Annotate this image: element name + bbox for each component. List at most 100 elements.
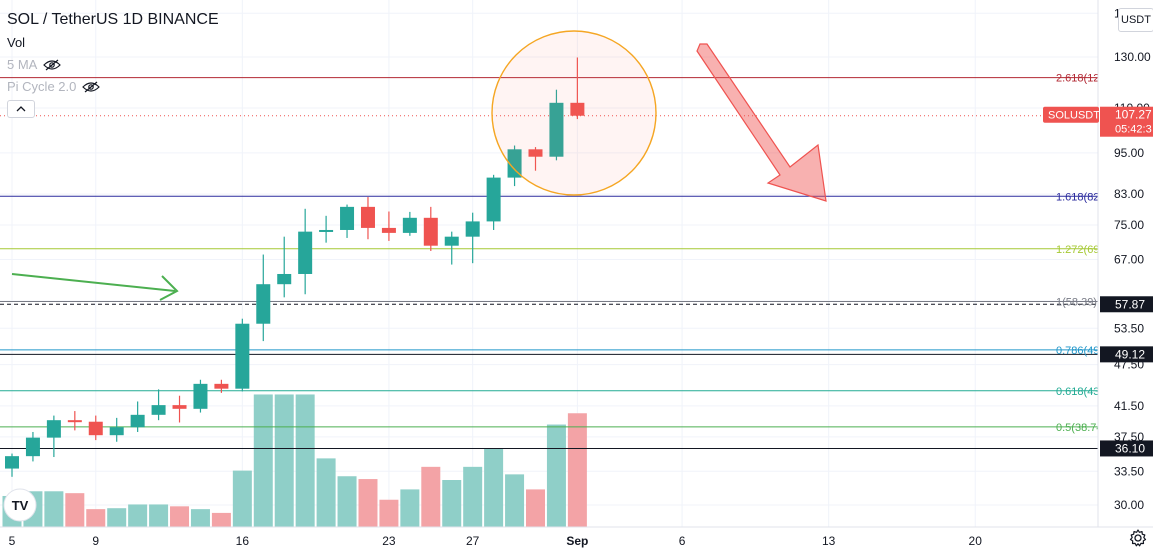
volume-bar <box>463 466 483 527</box>
candle-body <box>298 231 313 274</box>
collapse-legend-button[interactable] <box>7 100 35 118</box>
price-tick-label: 83.00 <box>1114 187 1144 201</box>
candle-body <box>549 102 564 157</box>
candle-body <box>465 221 480 237</box>
candlesticks <box>5 57 585 477</box>
price-tick-label: 33.50 <box>1114 464 1144 478</box>
symbol-tag <box>1043 106 1099 123</box>
volume-bar <box>232 470 252 527</box>
candle-body <box>319 229 334 232</box>
candle-body <box>486 177 501 222</box>
countdown-value: 05:42:3 <box>1115 124 1152 136</box>
price-tag <box>1100 346 1153 363</box>
fib-label: 1(58.39) <box>1056 297 1097 309</box>
volume-bar <box>295 394 315 527</box>
tradingview-logo-icon[interactable]: TV <box>3 488 37 522</box>
price-tick-label: 53.50 <box>1114 321 1144 335</box>
time-tick-label: 13 <box>822 534 836 548</box>
ma-legend[interactable]: 5 MA <box>7 54 219 76</box>
symbol-title[interactable]: SOL / TetherUS 1D BINANCE <box>7 11 219 28</box>
ma-label: 5 MA <box>7 57 38 72</box>
fib-label: 1.618(82 <box>1056 191 1099 203</box>
volume-bar <box>107 508 127 527</box>
vol-legend[interactable]: Vol <box>7 32 219 54</box>
volume-bar <box>253 394 273 527</box>
candle-body <box>528 149 543 157</box>
volume-bar <box>65 493 85 527</box>
volume-bar <box>316 458 336 527</box>
price-axis[interactable]: 150.00130.00110.0095.0083.0075.0067.0058… <box>1097 0 1153 527</box>
svg-text:TV: TV <box>12 498 29 513</box>
price-tick-label: 41.50 <box>1114 399 1144 413</box>
price-tag <box>1100 440 1153 457</box>
time-axis[interactable]: 5 9 16 23 27 Sep 6 13 20 <box>0 526 1153 556</box>
fib-labels: 2.618(12 1.618(82 1.272(69 1(58.39) 0.786(49… <box>1056 73 1102 434</box>
volume-bar <box>442 480 462 527</box>
volume-bar <box>546 424 566 527</box>
volume-bar <box>337 476 357 527</box>
vol-label: Vol <box>7 35 26 50</box>
time-tick-label: 6 <box>679 534 686 548</box>
candle-body <box>402 217 417 233</box>
volume-bar <box>170 506 190 527</box>
current-price-value: 107.27 <box>1115 108 1152 122</box>
fib-label: 0.786(49 <box>1056 345 1099 357</box>
time-axis-bg <box>0 527 1153 556</box>
highlight-circle[interactable] <box>491 30 657 196</box>
candle-body <box>235 323 250 389</box>
volume-bar <box>128 504 148 527</box>
time-tick-label: 9 <box>92 534 99 548</box>
time-tick-label: 23 <box>382 534 396 548</box>
candle-body <box>151 405 166 415</box>
volume-bar <box>358 479 378 527</box>
price-tag-value: 57.87 <box>1115 297 1145 311</box>
green-arrow[interactable] <box>11 273 179 301</box>
candle-body <box>172 405 187 409</box>
symbol-tag-label: SOLUSDT <box>1048 110 1100 122</box>
candle-body <box>360 206 375 228</box>
candle-body <box>570 102 585 116</box>
fib-label: 2.618(12 <box>1056 73 1099 85</box>
drawings[interactable] <box>11 30 827 301</box>
volume-bar <box>190 509 210 527</box>
price-tick-label: 130.00 <box>1114 50 1151 64</box>
candle-body <box>109 427 124 436</box>
time-tick-label: 20 <box>969 534 983 548</box>
fib-label: 1.272(69 <box>1056 244 1099 256</box>
chart-legend: SOL / TetherUS 1D BINANCE Vol 5 MA Pi Cy… <box>7 8 219 118</box>
fib-label: 0.618(43 <box>1056 386 1099 398</box>
price-tick-label: 67.00 <box>1114 253 1144 267</box>
volume-bar <box>44 491 64 527</box>
candle-body <box>5 456 19 469</box>
hidden-eye-icon[interactable] <box>43 59 62 71</box>
candle-body <box>340 206 355 230</box>
gear-icon[interactable] <box>1128 528 1148 548</box>
volume-bar <box>149 504 169 527</box>
horizontal-lines <box>0 77 1098 449</box>
candle-body <box>507 149 522 178</box>
candle-body <box>88 421 103 436</box>
candle-body <box>46 420 61 438</box>
volume-bar <box>567 413 587 527</box>
currency-button[interactable]: USDT <box>1118 8 1153 32</box>
candle-body <box>130 414 145 428</box>
price-tag-value: 49.12 <box>1115 347 1145 361</box>
candle-body <box>423 217 438 246</box>
fib-label: 0.5(38.74 <box>1056 422 1102 434</box>
candle-body <box>444 236 459 246</box>
chevron-up-icon <box>16 106 26 112</box>
price-tag-value: 36.10 <box>1115 441 1145 455</box>
candle-body <box>25 437 40 457</box>
volume-bar <box>211 512 231 527</box>
volume-bar <box>505 474 525 527</box>
candle-body <box>256 284 271 324</box>
red-down-arrow[interactable] <box>696 43 827 202</box>
pi-cycle-legend[interactable]: Pi Cycle 2.0 <box>7 76 219 98</box>
volume-bar <box>274 394 294 527</box>
volume-bars <box>2 394 587 527</box>
hidden-eye-icon[interactable] <box>82 81 101 93</box>
candle-body <box>67 420 82 423</box>
volume-bar <box>400 489 420 527</box>
candle-body <box>381 227 396 233</box>
